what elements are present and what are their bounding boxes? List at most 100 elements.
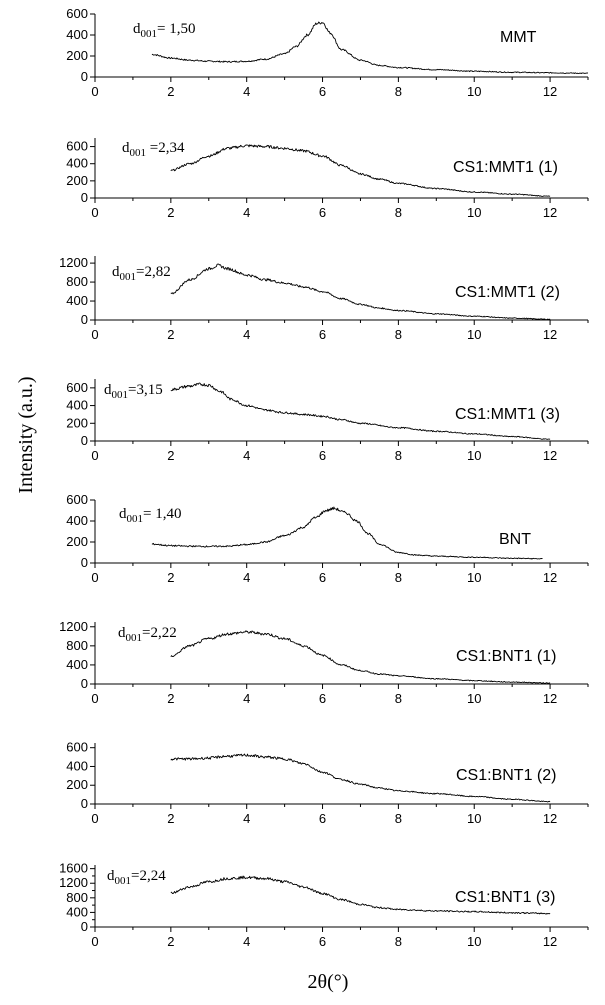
x-tick-label: 12 (543, 448, 557, 463)
x-tick-label: 0 (91, 327, 98, 342)
y-tick-label: 0 (81, 69, 88, 84)
series-label: BNT (499, 531, 531, 548)
y-tick-label: 400 (66, 156, 88, 171)
x-tick-label: 4 (243, 84, 250, 99)
y-tick-label: 400 (66, 513, 88, 528)
x-tick-label: 10 (467, 205, 481, 220)
x-tick-label: 4 (243, 570, 250, 585)
y-tick-label: 600 (66, 492, 88, 507)
y-axis-label: Intensity (a.u.) (15, 376, 37, 493)
y-tick-label: 400 (66, 904, 88, 919)
x-tick-label: 2 (167, 934, 174, 949)
x-tick-label: 6 (319, 448, 326, 463)
y-tick-label: 1200 (59, 619, 88, 634)
x-tick-label: 0 (91, 811, 98, 826)
x-tick-label: 6 (319, 811, 326, 826)
y-tick-label: 200 (66, 534, 88, 549)
x-axis-label: 2θ(°) (308, 971, 349, 993)
x-tick-label: 12 (543, 327, 557, 342)
x-tick-label: 10 (467, 84, 481, 99)
x-tick-label: 4 (243, 448, 250, 463)
x-tick-label: 2 (167, 327, 174, 342)
x-tick-label: 8 (395, 205, 402, 220)
y-tick-label: 1200 (59, 255, 88, 270)
panel-5: 0 2 4 6 8 10 12 0 200 400 600 BNT d001= 1,40 (66, 492, 589, 585)
xrd-trace (170, 144, 551, 197)
y-tick-label: 400 (66, 758, 88, 773)
x-tick-label: 4 (243, 327, 250, 342)
x-tick-label: 10 (467, 570, 481, 585)
x-tick-label: 6 (319, 570, 326, 585)
x-tick-label: 4 (243, 811, 250, 826)
y-tick-label: 1600 (59, 861, 88, 876)
x-tick-label: 4 (243, 205, 250, 220)
x-tick-label: 4 (243, 934, 250, 949)
y-tick-label: 400 (66, 293, 88, 308)
x-tick-label: 8 (395, 327, 402, 342)
x-tick-label: 0 (91, 691, 98, 706)
panel-3: 0 2 4 6 8 10 12 0 400 800 1200 CS1:MMT1 (2) d001=2,8… (59, 255, 589, 342)
x-tick-label: 2 (167, 84, 174, 99)
xrd-trace (170, 753, 551, 803)
y-tick-label: 0 (81, 555, 88, 570)
series-label: CS1:BNT1 (2) (456, 767, 556, 784)
x-tick-label: 0 (91, 84, 98, 99)
y-tick-label: 600 (66, 6, 88, 21)
y-tick-label: 0 (81, 433, 88, 448)
x-tick-label: 6 (319, 327, 326, 342)
y-tick-label: 600 (66, 380, 88, 395)
x-tick-label: 12 (543, 691, 557, 706)
y-tick-label: 0 (81, 190, 88, 205)
panel-2: 0 2 4 6 8 10 12 0 200 400 600 CS1:MMT1 (1) d001 =2,3… (66, 138, 589, 220)
x-tick-label: 2 (167, 570, 174, 585)
y-tick-label: 800 (66, 274, 88, 289)
y-tick-label: 0 (81, 312, 88, 327)
x-tick-label: 0 (91, 448, 98, 463)
x-tick-label: 6 (319, 691, 326, 706)
x-tick-label: 12 (543, 934, 557, 949)
panel-4: 0 2 4 6 8 10 12 0 200 400 600 CS1:MMT1 (3) d001=3,15 (66, 379, 589, 463)
y-tick-label: 800 (66, 890, 88, 905)
panel-6: 0 2 4 6 8 10 12 0 400 800 1200 CS1:BNT1 (1) d001=2,2… (59, 619, 589, 706)
series-label: CS1:MMT1 (3) (455, 406, 560, 423)
x-tick-label: 12 (543, 84, 557, 99)
x-tick-label: 12 (543, 811, 557, 826)
d001-annotation: d001=2,22 (118, 625, 177, 644)
series-label: CS1:BNT1 (3) (455, 889, 555, 906)
x-tick-label: 6 (319, 205, 326, 220)
y-tick-label: 0 (81, 919, 88, 934)
y-tick-label: 200 (66, 173, 88, 188)
y-tick-label: 400 (66, 27, 88, 42)
d001-annotation: d001= 1,40 (119, 506, 181, 525)
d001-annotation: d001=2,82 (112, 264, 171, 283)
series-label: CS1:MMT1 (1) (453, 159, 558, 176)
xrd-trace (151, 506, 543, 560)
x-tick-label: 10 (467, 691, 481, 706)
x-tick-label: 6 (319, 84, 326, 99)
xrd-trace (170, 875, 551, 915)
x-tick-label: 0 (91, 570, 98, 585)
x-tick-label: 2 (167, 448, 174, 463)
y-tick-label: 0 (81, 676, 88, 691)
x-tick-label: 4 (243, 691, 250, 706)
xrd-trace (170, 263, 551, 321)
x-tick-label: 2 (167, 691, 174, 706)
series-label: CS1:BNT1 (1) (456, 648, 556, 665)
x-tick-label: 10 (467, 811, 481, 826)
y-tick-label: 0 (81, 796, 88, 811)
d001-annotation: d001=2,24 (107, 868, 166, 887)
x-tick-label: 10 (467, 327, 481, 342)
xrd-trace (170, 630, 551, 684)
y-tick-label: 600 (66, 139, 88, 154)
x-tick-label: 10 (467, 934, 481, 949)
series-label: MMT (500, 29, 537, 46)
y-tick-label: 1200 (59, 875, 88, 890)
y-tick-label: 800 (66, 638, 88, 653)
x-tick-label: 2 (167, 205, 174, 220)
x-tick-label: 6 (319, 934, 326, 949)
y-tick-label: 600 (66, 740, 88, 755)
y-tick-label: 200 (66, 415, 88, 430)
d001-annotation: d001=3,15 (104, 382, 163, 401)
series-label: CS1:MMT1 (2) (455, 284, 560, 301)
